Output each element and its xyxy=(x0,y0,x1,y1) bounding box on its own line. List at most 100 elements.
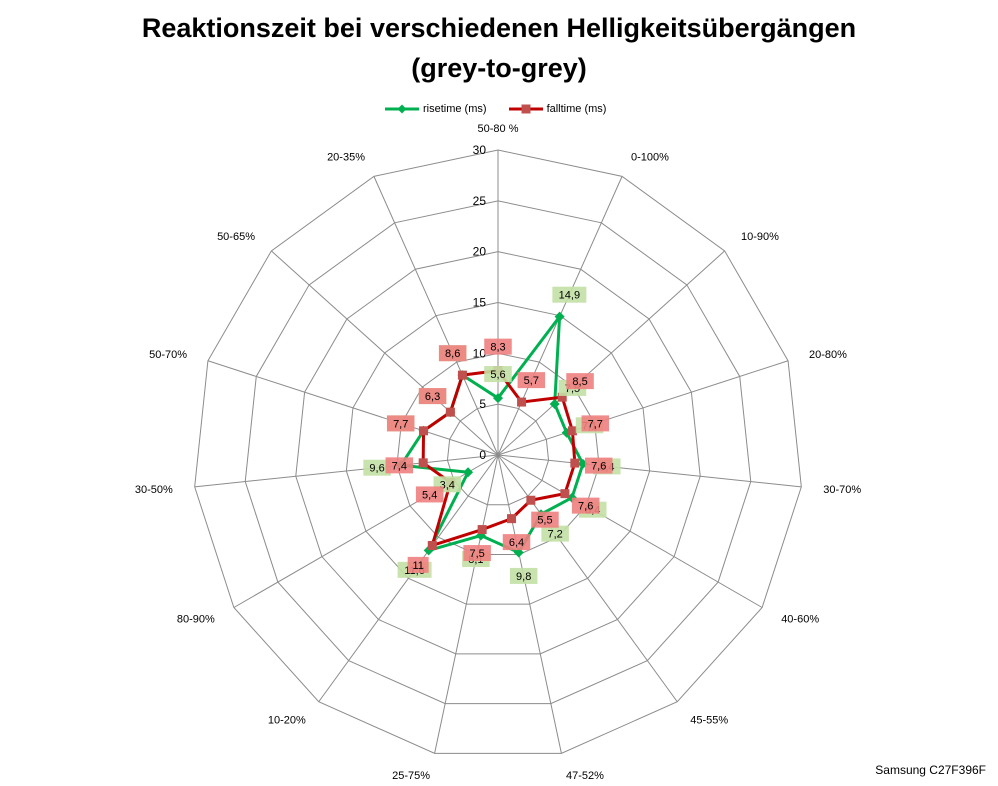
category-label: 50-65% xyxy=(217,231,255,243)
data-point-marker xyxy=(517,397,527,407)
data-label: 8,5 xyxy=(572,376,587,388)
radial-tick-label: 5 xyxy=(479,397,486,411)
grid-spoke xyxy=(497,250,725,456)
grid-spoke xyxy=(271,250,499,456)
data-point-marker xyxy=(560,489,570,499)
data-point-marker xyxy=(419,426,429,436)
data-label: 9,6 xyxy=(369,463,384,475)
category-label: 80-90% xyxy=(177,614,215,626)
data-label-background xyxy=(509,567,538,584)
category-label: 10-90% xyxy=(741,231,779,243)
data-label: 6,4 xyxy=(509,537,524,549)
data-label: 7,7 xyxy=(588,418,603,430)
category-label: 30-50% xyxy=(135,484,173,496)
legend-swatch-falltime xyxy=(508,104,543,114)
legend-label-falltime: falltime (ms) xyxy=(546,103,607,115)
grid-ring-25 xyxy=(244,200,752,705)
legend-label-risetime: risetime (ms) xyxy=(423,103,487,115)
radial-tick-label: 20 xyxy=(473,245,487,259)
data-label-background xyxy=(407,556,429,573)
chart-title: Reaktionszeit bei verschiedenen Helligke… xyxy=(0,8,998,88)
grid-spoke xyxy=(497,454,562,754)
data-point-marker xyxy=(445,407,455,417)
data-point-marker xyxy=(507,514,517,524)
data-label-background xyxy=(385,457,414,474)
series-line xyxy=(421,369,577,547)
data-point-marker xyxy=(526,495,536,505)
category-label: 50-80 % xyxy=(478,123,519,135)
credit-label: Samsung C27F396F xyxy=(875,763,986,777)
data-label-background xyxy=(517,372,546,389)
legend-swatch-risetime xyxy=(385,104,419,114)
data-label-background xyxy=(502,534,531,551)
radial-tick-label: 25 xyxy=(473,194,487,208)
radial-tick-label: 30 xyxy=(473,143,487,157)
data-label-background xyxy=(484,366,512,383)
data-label-background xyxy=(531,511,559,528)
radial-tick-label: 10 xyxy=(473,346,487,360)
category-label: 25-75% xyxy=(392,770,430,782)
data-label-background xyxy=(418,388,447,405)
data-label-background xyxy=(484,338,512,355)
category-label: 47-52% xyxy=(566,770,604,782)
data-label: 5,4 xyxy=(422,489,437,501)
radar-grid xyxy=(194,149,802,754)
data-label-background xyxy=(438,345,467,362)
grid-spoke xyxy=(373,176,499,456)
data-label: 11 xyxy=(412,560,423,572)
radial-tick-label: 15 xyxy=(473,296,487,310)
data-label: 7,5 xyxy=(470,548,485,560)
chart-title-line-2: (grey-to-grey) xyxy=(411,53,587,83)
legend-item-risetime: risetime (ms) xyxy=(385,103,487,115)
data-label-background xyxy=(566,373,594,390)
data-point-marker xyxy=(418,458,428,468)
data-label: 9,8 xyxy=(516,571,531,583)
data-labels-falltime: 8,3 5,7 8,5 7,7 7,6 7,6 5,5 6,4 7,5 11 5,4 7,4 7,7 6,… xyxy=(385,338,613,573)
grid-spoke xyxy=(434,454,499,754)
radial-tick-label: 0 xyxy=(479,448,486,462)
data-label: 6,3 xyxy=(425,391,440,403)
grid-spoke xyxy=(207,360,499,456)
data-label: 5,6 xyxy=(490,369,505,381)
data-label-background xyxy=(571,497,600,514)
data-label-background xyxy=(552,286,587,303)
category-label: 10-20% xyxy=(268,715,306,727)
category-label: 40-60% xyxy=(781,614,819,626)
data-label-background xyxy=(363,459,391,476)
data-label: 5,7 xyxy=(524,375,539,387)
data-point-marker xyxy=(427,540,437,550)
grid-ring-15 xyxy=(345,301,651,605)
grid-ring-10 xyxy=(396,352,600,555)
chart-title-line-1: Reaktionszeit bei verschiedenen Helligke… xyxy=(141,13,857,43)
data-point-marker xyxy=(457,370,467,380)
data-label-background xyxy=(415,486,444,503)
category-labels: 50-80 % 0-100% 10-90% 20-80% 30-70% 40-60% 45-… xyxy=(135,123,861,782)
data-label-background xyxy=(584,457,613,474)
data-label: 7,6 xyxy=(578,501,593,513)
category-label: 20-35% xyxy=(327,151,365,163)
data-point-marker xyxy=(570,458,580,468)
grid-spoke xyxy=(497,454,802,488)
category-label: 0-100% xyxy=(631,151,669,163)
radial-tick-labels: 0 5 10 15 20 25 30 xyxy=(473,143,487,462)
data-label: 3,4 xyxy=(440,479,455,491)
grid-spoke xyxy=(497,454,763,608)
data-label-background xyxy=(581,415,610,432)
data-label-background xyxy=(541,525,569,542)
grid-ring-5 xyxy=(446,403,550,506)
grid-ring-30 xyxy=(194,149,802,754)
data-point-marker xyxy=(557,392,567,402)
legend-item-falltime: falltime (ms) xyxy=(508,103,607,115)
data-label: 5,5 xyxy=(537,515,552,527)
data-point-marker xyxy=(463,467,474,478)
data-labels: 5,614,97,57,18,48,47,29,88,111,63,49,67,… xyxy=(363,286,621,584)
data-point-marker xyxy=(493,393,503,404)
data-point-marker xyxy=(477,525,487,535)
data-label-background xyxy=(386,415,415,432)
grid-ring-20 xyxy=(295,251,701,655)
grid-spoke xyxy=(318,454,499,703)
grid-spoke xyxy=(194,454,499,488)
data-point-marker xyxy=(567,426,577,436)
grid-spoke xyxy=(497,360,789,456)
